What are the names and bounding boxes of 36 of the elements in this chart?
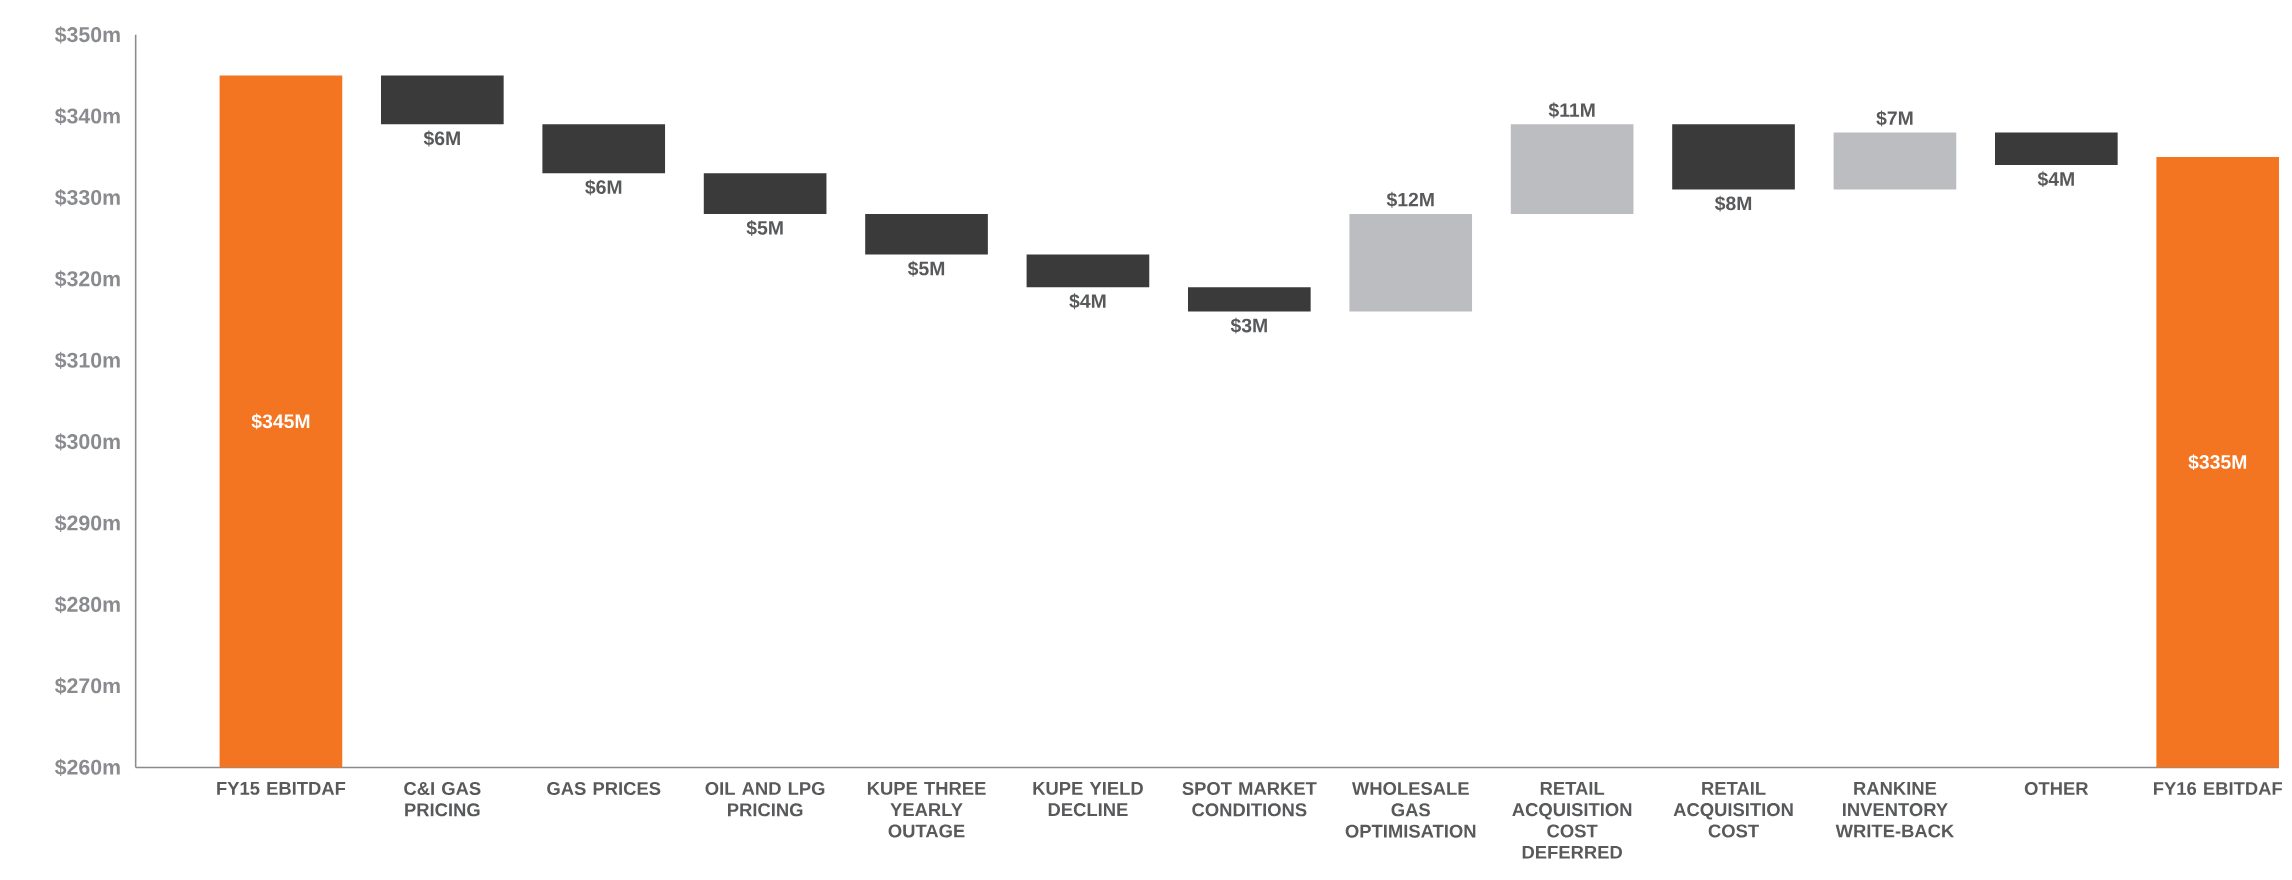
y-tick-label: $300m [54, 433, 120, 451]
y-tick-label: $270m [54, 677, 120, 695]
y-tick-label: $280m [54, 596, 120, 614]
x-tick-label: OTHER [2024, 782, 2089, 796]
x-tick-label: RETAIL ACQUISITION COST [1673, 782, 1793, 838]
x-tick-label: KUPE YIELD DECLINE [1033, 782, 1143, 817]
x-tick-label: RANKINE INVENTORY WRITE-BACK [1835, 782, 1955, 838]
data-label: $3M [1230, 317, 1267, 334]
x-tick-label: C&I GAS PRICING [404, 782, 481, 817]
y-tick-label: $320m [54, 270, 120, 288]
y-tick-label: $330m [54, 189, 120, 207]
x-tick-label: FY16 EBITDAF [2154, 782, 2283, 796]
data-label: $4M [1069, 293, 1106, 310]
y-tick-label: $340m [54, 107, 120, 126]
x-tick-label: OIL AND LPG PRICING [705, 782, 825, 817]
data-label: $5M [746, 220, 783, 236]
y-tick-label: $350m [54, 26, 120, 44]
data-label: $12M [1386, 191, 1434, 208]
data-label: $6M [423, 130, 460, 147]
data-label: $345M [251, 413, 310, 430]
data-label: $8M [1714, 195, 1752, 212]
data-label: $6M [585, 179, 622, 196]
data-label: $7M [1876, 110, 1913, 127]
data-label: $5M [907, 260, 945, 277]
data-label: $11M [1548, 102, 1595, 119]
x-tick-label: WHOLESALE GAS OPTIMISATION [1345, 782, 1476, 838]
y-tick-label: $260m [54, 758, 120, 777]
x-tick-label: FY15 EBITDAF [217, 782, 346, 795]
data-label: $335M [2188, 454, 2247, 471]
x-tick-label: RETAIL ACQUISITION COST DEFERRED [1512, 782, 1632, 859]
y-tick-label: $290m [54, 514, 120, 532]
x-tick-label: KUPE THREE YEARLY OUTAGE [867, 782, 986, 838]
data-label: $4M [2037, 171, 2074, 188]
x-tick-label: GAS PRICES [547, 782, 661, 796]
x-tick-label: SPOT MARKET CONDITIONS [1182, 782, 1317, 817]
y-tick-label: $310m [54, 351, 120, 370]
